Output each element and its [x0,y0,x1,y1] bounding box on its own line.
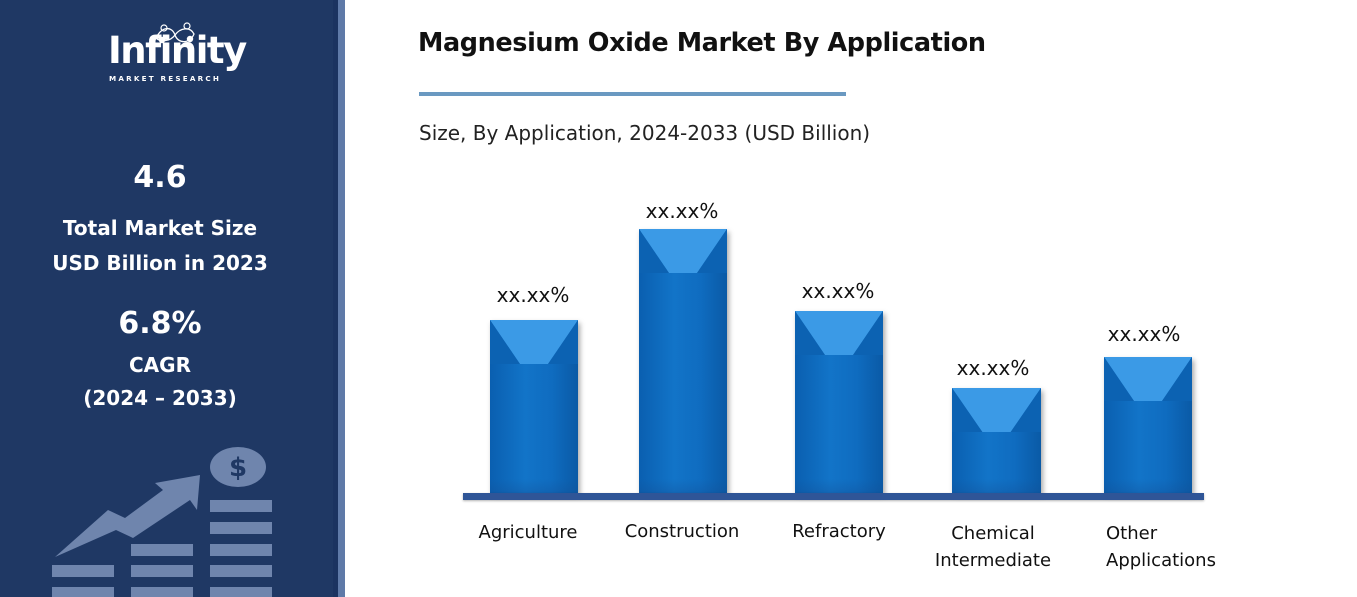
category-label-line: Other [1106,523,1158,544]
category-label-line: Construction [624,521,740,542]
summary-sidebar: Infinity MARKET RESEARCH 4.6 Total Marke… [0,0,345,597]
data-label-chemical-intermediate: xx.xx% [956,356,1030,380]
brand-logo: Infinity MARKET RESEARCH [100,22,247,90]
category-label-construction: Construction [597,518,767,545]
category-label-other-applications: Other Applications [1106,520,1236,574]
bar-refractory [795,311,883,493]
market-size-value: 4.6 [133,160,187,195]
category-label-line: Applications [1106,550,1216,571]
bar-chemical-intermediate [952,388,1041,493]
data-label-refractory: xx.xx% [801,279,875,303]
sidebar-edge-shadow [333,0,338,597]
logo-wordmark: Infinity [108,29,247,72]
category-label-agriculture: Agriculture [443,519,613,546]
market-size-label-line1: Total Market Size [62,216,258,240]
bar-bevel [1104,357,1192,401]
sidebar-edge [338,0,345,597]
bar-bevel [795,311,883,355]
x-axis-baseline [463,493,1204,500]
data-label-construction: xx.xx% [645,199,719,223]
cagr-label: CAGR [129,353,191,377]
market-size-label-line2: USD Billion in 2023 [52,251,268,275]
bar-bevel [490,320,578,364]
cagr-period: (2024 – 2033) [83,386,237,410]
category-label-refractory: Refractory [754,518,924,545]
data-label-agriculture: xx.xx% [496,283,570,307]
data-label-other-applications: xx.xx% [1107,322,1181,346]
category-label-line: Refractory [792,521,886,542]
category-label-line: Chemical [951,523,1035,544]
chart-title: Magnesium Oxide Market By Application [418,28,986,58]
chart-subtitle: Size, By Application, 2024-2033 (USD Bil… [419,121,871,145]
bar-other-applications [1104,357,1192,493]
bar-construction [639,229,727,493]
bar-agriculture [490,320,578,493]
cagr-value: 6.8% [118,306,202,341]
growth-chart-icon: $ [52,447,272,597]
category-label-line: Agriculture [478,522,578,543]
title-underline [419,92,846,96]
category-label-chemical-intermediate: Chemical Intermediate [908,520,1078,574]
bar-bevel [952,388,1041,432]
infinity-swirl-icon [155,22,195,44]
bar-bevel [639,229,727,273]
category-label-line: Intermediate [934,550,1052,571]
logo-subtitle: MARKET RESEARCH [109,74,222,83]
dollar-sign-icon: $ [229,453,247,483]
